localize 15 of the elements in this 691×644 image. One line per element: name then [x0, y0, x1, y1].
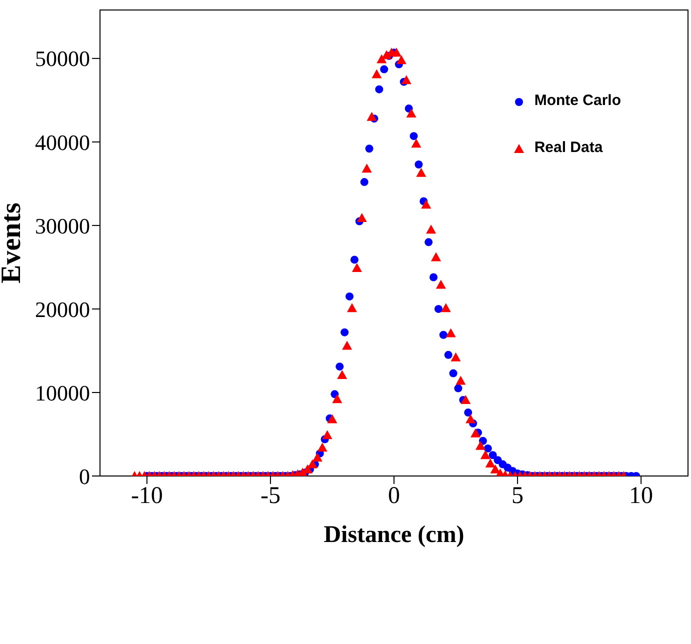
legend-label: Real Data: [534, 139, 603, 156]
x-tick-label: 5: [512, 483, 524, 510]
x-tick-label: 10: [629, 483, 654, 510]
x-axis-title: Distance (cm): [324, 522, 464, 548]
y-tick-label: 50000: [35, 46, 90, 72]
y-tick-label: 0: [79, 464, 90, 489]
x-tick-label: 0: [388, 483, 400, 510]
y-tick-label: 30000: [35, 213, 90, 238]
legend-label: Monte Carlo: [534, 92, 621, 109]
y-tick-label: 20000: [35, 296, 90, 322]
x-tick-label: -10: [130, 483, 163, 510]
y-axis-title: Events: [0, 202, 27, 284]
y-tick-label: 10000: [35, 380, 90, 406]
y-tick-label: 40000: [35, 130, 90, 155]
x-tick-label: -5: [260, 483, 280, 510]
